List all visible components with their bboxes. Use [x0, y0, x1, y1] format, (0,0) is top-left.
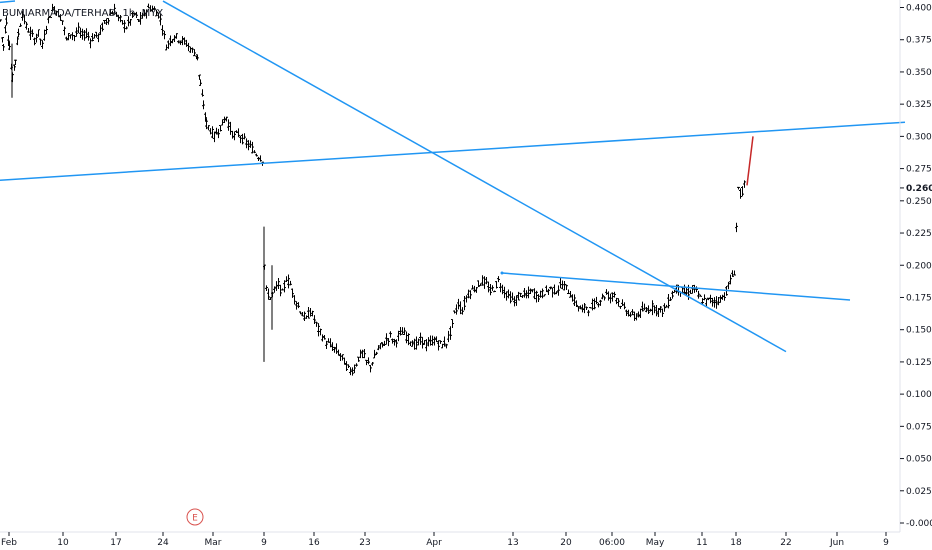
- time-tick-label: 16: [308, 538, 320, 548]
- earnings-event-label: E: [192, 514, 198, 524]
- time-tick-label: 18: [730, 538, 742, 548]
- price-tick-label: 0.150: [906, 326, 932, 336]
- time-tick-label: Apr: [426, 538, 442, 548]
- short-resistance-line[interactable]: [501, 272, 851, 301]
- time-tick-label: Jun: [829, 538, 844, 548]
- trendline-anchor[interactable]: [500, 271, 504, 275]
- price-tick-label: 0.100: [906, 390, 932, 400]
- price-tick-label: 0.325: [906, 100, 932, 110]
- time-tick-label: 13: [507, 538, 518, 548]
- time-tick-label: 11: [696, 538, 707, 548]
- time-axis[interactable]: Feb 10 17 24 Mar 9 16 23 Apr 13 20 06:00 May 11 18 22 Ju…: [1, 532, 889, 548]
- time-tick-label: 9: [261, 538, 267, 548]
- price-tick-label: 0.025: [906, 487, 932, 497]
- projection-line: [746, 136, 754, 186]
- price-tick-label: 0.175: [906, 293, 932, 303]
- price-tick-label: -0.000: [906, 519, 932, 529]
- price-tick-label: 0.050: [906, 455, 932, 465]
- earnings-event-icon[interactable]: E: [186, 508, 204, 526]
- time-tick-label: Mar: [205, 538, 222, 548]
- price-series: [0, 3, 754, 376]
- rising-trendline[interactable]: [0, 121, 906, 181]
- time-tick-label: 23: [359, 538, 370, 548]
- time-tick-label: 17: [110, 538, 121, 548]
- price-tick-label: 0.400: [906, 4, 932, 14]
- price-tick-label: 0.275: [906, 165, 932, 175]
- price-tick-label: 0.300: [906, 132, 932, 142]
- time-tick-label: 10: [57, 538, 69, 548]
- falling-resistance-line[interactable]: [162, 0, 787, 353]
- time-tick-label: 9: [883, 538, 889, 548]
- price-axis[interactable]: 0.400 0.375 0.350 0.325 0.300 0.275 0.250 0.225…: [900, 4, 932, 530]
- price-tick-label: 0.075: [906, 422, 932, 432]
- price-tick-label: 0.200: [906, 261, 932, 271]
- chart-title: BUMIARMADA/TERHAD, 1h, MYX: [2, 8, 163, 19]
- time-tick-label: 22: [780, 538, 791, 548]
- time-tick-label: 20: [560, 538, 572, 548]
- price-tick-label: 0.375: [906, 36, 932, 46]
- price-tick-label: 0.350: [906, 68, 932, 78]
- price-tick-label: 0.125: [906, 358, 932, 368]
- trend-lines[interactable]: [0, 0, 906, 353]
- price-tick-label: 0.225: [906, 229, 932, 239]
- price-tick-label: 0.250: [906, 197, 932, 207]
- time-tick-label: May: [646, 538, 665, 548]
- time-tick-label: Feb: [1, 538, 17, 548]
- descending-trendline[interactable]: [0, 0, 16, 4]
- time-tick-label: 24: [157, 538, 169, 548]
- time-tick-label: 06:00: [599, 538, 625, 548]
- last-price-label: 0.260: [906, 184, 932, 194]
